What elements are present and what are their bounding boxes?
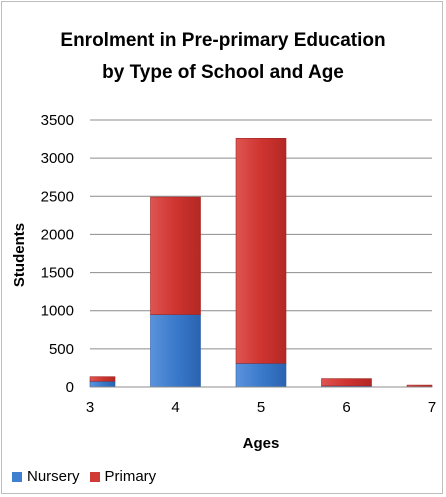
legend-item-primary: Primary <box>89 468 157 485</box>
legend-label-nursery: Nursery <box>27 468 80 485</box>
x-axis-label: Ages <box>243 435 280 452</box>
y-tick-label: 2500 <box>41 188 74 205</box>
x-tick-label: 7 <box>428 399 436 416</box>
y-tick-label: 0 <box>66 379 74 396</box>
bar-primary-age-7 <box>406 384 433 387</box>
y-tick-label: 1000 <box>41 303 74 320</box>
y-tick-label: 3500 <box>41 112 74 129</box>
legend-item-nursery: Nursery <box>12 468 80 485</box>
legend-label-primary: Primary <box>104 468 157 485</box>
legend-swatch-primary <box>89 471 100 482</box>
bar-primary-age-5 <box>235 138 287 364</box>
x-tick-label: 3 <box>86 399 94 416</box>
chart-title-line2: by Type of School and Age <box>102 62 344 83</box>
chart-title-line1: Enrolment in Pre-primary Education <box>60 30 386 51</box>
x-tick-label: 4 <box>171 399 179 416</box>
y-axis-label: Students <box>11 223 28 287</box>
x-tick-label: 6 <box>342 399 350 416</box>
bar-primary-age-4 <box>150 196 201 315</box>
axes: 0 500 1000 1500 2000 2500 3000 3500 3 4 5 6 7 <box>41 112 437 416</box>
y-tick-label: 1500 <box>41 265 74 282</box>
bar-primary-age-6 <box>321 378 372 387</box>
bar-nursery-age-5 <box>235 363 287 388</box>
bar-primary-age-3 <box>89 376 116 382</box>
x-tick-label: 5 <box>257 399 265 416</box>
legend: Nursery Primary <box>12 468 166 485</box>
y-tick-label: 2000 <box>41 226 74 243</box>
y-tick-label: 3000 <box>41 150 74 167</box>
legend-swatch-nursery <box>12 471 22 482</box>
bars <box>89 138 433 388</box>
y-tick-label: 500 <box>49 341 74 358</box>
bar-nursery-age-4 <box>150 314 201 388</box>
bar-nursery-age-3 <box>89 380 116 388</box>
